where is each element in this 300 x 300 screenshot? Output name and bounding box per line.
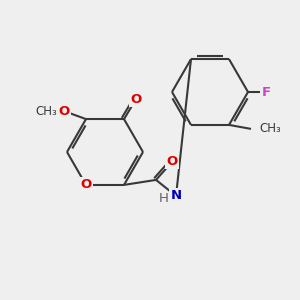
Text: O: O <box>58 105 70 118</box>
Text: CH₃: CH₃ <box>35 105 57 118</box>
Text: O: O <box>130 93 142 106</box>
Text: H: H <box>159 192 169 206</box>
Text: CH₃: CH₃ <box>259 122 281 135</box>
Text: O: O <box>80 178 92 191</box>
Text: O: O <box>167 155 178 168</box>
Text: F: F <box>261 85 271 98</box>
Text: N: N <box>170 189 182 203</box>
